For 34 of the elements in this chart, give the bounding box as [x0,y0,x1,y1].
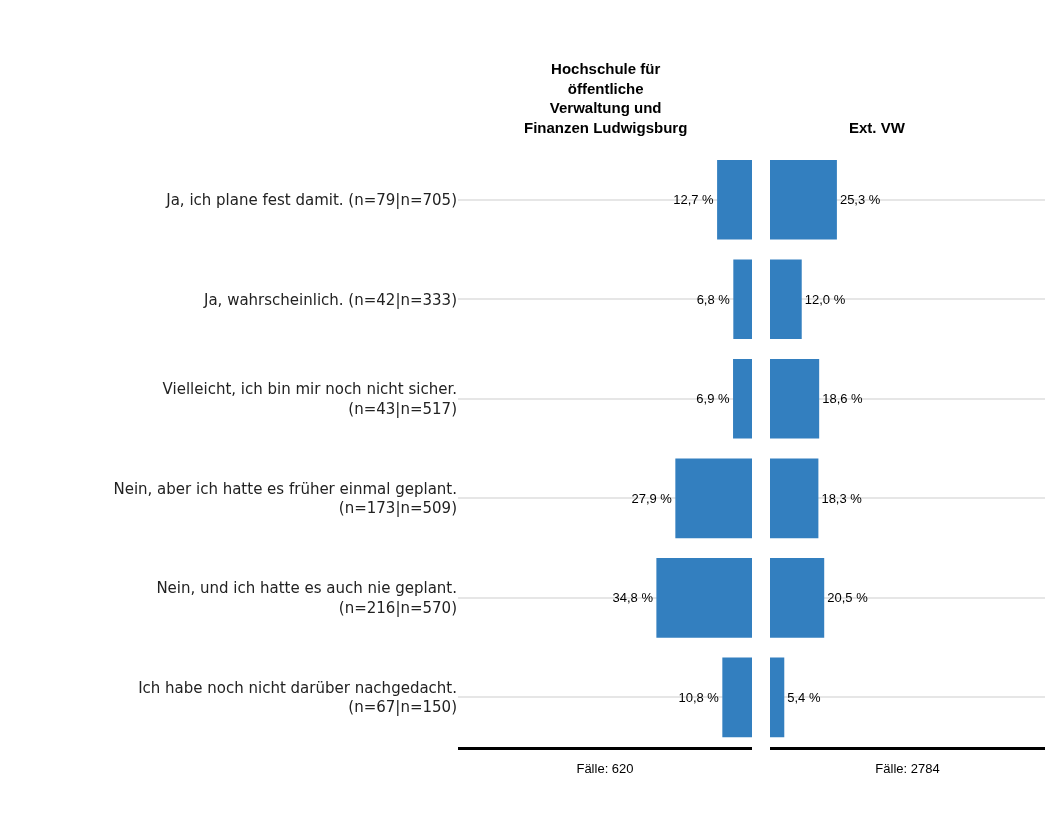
chart-title: Hochschule für öffentliche Verwaltung und Finanzen Ludwigsburg [524,60,688,136]
data-label: 6,8 % [696,291,731,307]
data-label: 6,9 % [696,391,731,407]
y-tick-label: Nein, aber ich hatte es früher einmal geplant. (n=173|n=509) [113,479,457,518]
y-tick-label: Nein, und ich hatte es auch nie geplant. (n=216|n=570) [156,579,457,617]
y-tick-label: Vielleicht, ich bin mir noch nicht sicher. (n=43|n=517) [162,380,457,418]
y-tick-label: Ich habe noch nicht darüber nachgedacht. (n=67|n=150) [138,678,457,717]
data-label: 25,3 % [839,192,881,208]
bar [722,657,752,738]
data-label: 20,5 % [827,590,869,606]
data-label: 18,6 % [822,391,864,407]
x-axis-title: Fälle: 2784 [875,760,940,776]
bar [770,458,819,539]
bar [770,558,825,638]
bar [770,358,820,439]
bar [770,259,802,340]
chart-title: Ext. VW [849,119,906,136]
bar [717,159,752,240]
data-label: 5,4 % [787,689,821,705]
bar [770,159,837,240]
data-label: 34,8 % [612,590,654,606]
bar [770,657,785,738]
bar [733,259,752,340]
data-label: 18,3 % [821,490,863,506]
data-label: 12,7 % [673,192,715,208]
bar [733,358,752,439]
bar [656,558,752,638]
data-label: 27,9 % [631,490,673,506]
data-label: 10,8 % [678,689,720,705]
y-tick-label: Ja, ich plane fest damit. (n=79|n=705) [165,191,457,210]
y-tick-label: Ja, wahrscheinlich. (n=42|n=333) [202,290,457,309]
bar [675,458,752,539]
x-axis-title: Fälle: 620 [576,760,634,776]
data-label: 12,0 % [804,291,846,307]
